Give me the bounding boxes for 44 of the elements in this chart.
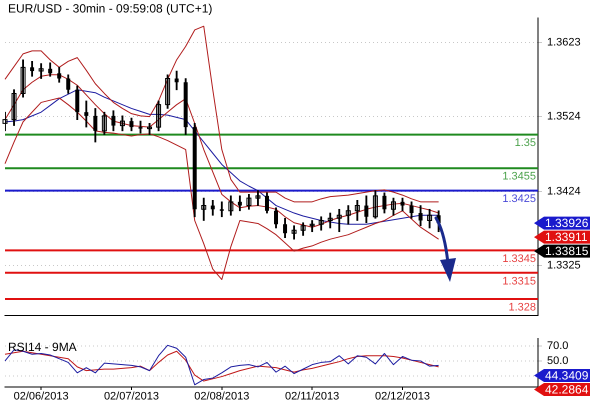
candlestick <box>12 89 17 126</box>
candlestick <box>390 198 396 216</box>
chart-title: EUR/USD - 30min - 09:59:08 (UTC+1) <box>8 1 212 16</box>
candlestick <box>310 220 315 232</box>
candlestick <box>147 123 152 135</box>
x-tick-label: 02/06/2013 <box>14 390 69 400</box>
candlestick <box>246 194 252 210</box>
ref-line-label: 1.3345 <box>502 252 536 265</box>
candlestick <box>138 120 143 134</box>
x-tick-label: 02/08/2013 <box>194 390 250 400</box>
candlestick <box>372 190 378 219</box>
text: 42.2864 <box>545 382 589 396</box>
y-tick-label: 1.3325 <box>547 259 581 272</box>
chart-title: RSI14 - 9MA <box>8 340 77 354</box>
ref-line-label: 1.3425 <box>502 193 536 206</box>
ref-line-label: 1.3315 <box>502 275 536 288</box>
candlestick <box>38 63 44 79</box>
y-tick-label: 1.3623 <box>547 36 581 49</box>
y-tick-label: 1.3524 <box>547 110 581 123</box>
x-tick-label: 02/12/2013 <box>374 390 430 400</box>
ref-line-label: 1.328 <box>508 301 536 314</box>
candlestick <box>255 190 260 206</box>
candlestick <box>2 112 8 132</box>
candlestick <box>156 100 162 132</box>
y-tick-label: 1.3424 <box>547 185 581 198</box>
ref-line-label: 1.35 <box>514 137 536 150</box>
text: 1.33926 <box>545 216 589 230</box>
candlestick <box>292 225 297 240</box>
candlestick <box>120 116 125 132</box>
y-tick-label: 70.0 <box>547 340 568 352</box>
x-tick-label: 02/07/2013 <box>104 390 160 400</box>
candlestick <box>300 222 306 236</box>
ref-line-label: 1.3455 <box>502 170 536 183</box>
candlestick <box>20 60 26 98</box>
candlestick <box>427 208 432 228</box>
x-tick-label: 02/11/2013 <box>285 390 340 400</box>
candlestick <box>165 74 170 109</box>
candlestick <box>102 112 107 135</box>
text: 1.33911 <box>545 230 588 244</box>
y-tick-label: 50.0 <box>547 354 568 367</box>
text: 1.33815 <box>545 244 589 258</box>
text: 44.3409 <box>545 368 589 382</box>
candlestick <box>354 200 360 221</box>
candlestick <box>228 196 234 216</box>
